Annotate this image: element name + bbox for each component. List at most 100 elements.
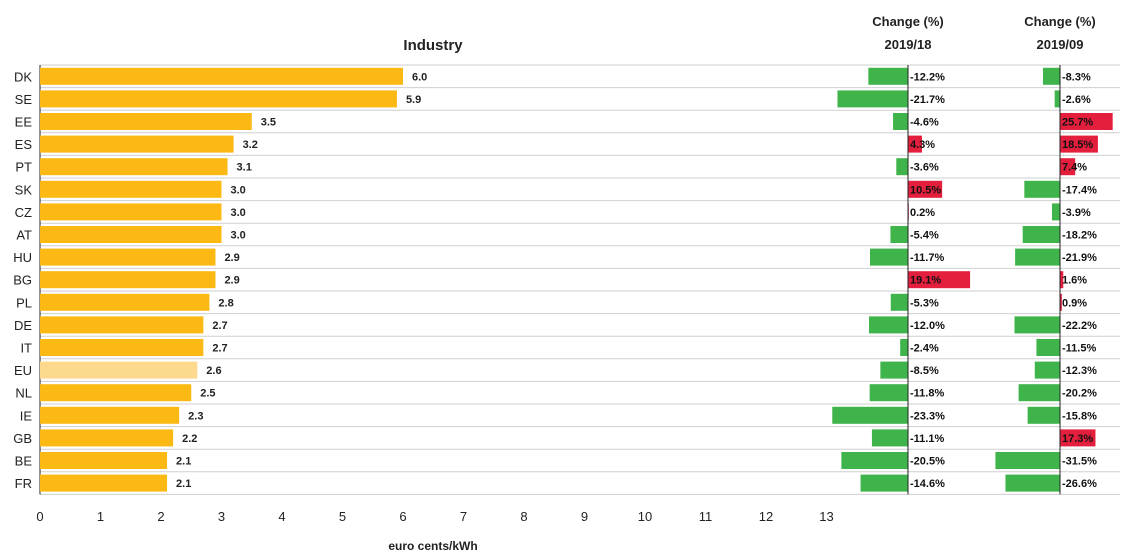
value-label-hu: 2.9 [224, 252, 239, 264]
category-label-pt: PT [15, 160, 32, 175]
change-label-pt: 7.4% [1062, 162, 1087, 174]
change-bar-es [908, 135, 922, 153]
change-label-nl: -20.2% [1062, 388, 1097, 400]
change-1909-panel: -8.3% -2.6% 25.7% 18.5% 7.4% -17.4% -3.9% -18.2… [995, 65, 1113, 495]
change-label-fr: -26.6% [1062, 478, 1097, 490]
change-bar-gb [1060, 429, 1096, 447]
change-label-pl: 0.9% [1062, 297, 1087, 309]
x-tick-label: 12 [759, 509, 773, 524]
x-tick-label: 4 [278, 509, 285, 524]
change-bar-hu [869, 248, 908, 266]
change-label-es: 18.5% [1062, 139, 1093, 151]
change-bar-at [1022, 226, 1060, 243]
bar-pt [40, 158, 228, 176]
change-label-hu: -21.9% [1062, 252, 1097, 264]
change-bar-pl [890, 293, 908, 311]
category-label-ie: IE [20, 408, 33, 423]
x-tick-label: 2 [157, 509, 164, 524]
change-bar-ee [1060, 113, 1113, 130]
change-label-be: -20.5% [910, 456, 945, 468]
change-bar-nl [1018, 384, 1060, 402]
change-bar-bg [1060, 271, 1064, 289]
change-1918-header-line1: Change (%) [872, 14, 944, 29]
bar-it [40, 339, 204, 356]
bar-ie [40, 406, 180, 424]
country-labels: DK SE EE ES PT SK CZ AT HU BG PL DE IT EU NL IE GB BE FR [13, 69, 32, 491]
change-label-ie: -15.8% [1062, 410, 1097, 422]
value-label-ie: 2.3 [188, 410, 203, 422]
category-label-se: SE [15, 92, 33, 107]
change-bar-pt [1060, 158, 1076, 176]
change-bar-be [841, 452, 908, 469]
change-label-dk: -12.2% [910, 71, 945, 83]
row-gridlines [39, 64, 1120, 495]
value-label-es: 3.2 [243, 139, 258, 151]
value-label-se: 5.9 [406, 94, 421, 106]
bar-ee [40, 113, 252, 130]
change-bar-fr [1005, 474, 1060, 492]
change-bar-eu [880, 361, 908, 379]
change-bar-cz [1052, 203, 1060, 221]
value-label-de: 2.7 [212, 320, 227, 332]
value-label-gb: 2.2 [182, 433, 197, 445]
category-label-dk: DK [14, 69, 32, 84]
bar-se [40, 90, 397, 108]
change-bar-it [900, 339, 908, 356]
change-label-bg: 1.6% [1062, 275, 1087, 287]
category-label-nl: NL [15, 386, 32, 401]
change-bar-de [869, 316, 908, 334]
change-bar-nl [869, 384, 908, 402]
bar-dk [40, 67, 403, 85]
category-label-hu: HU [13, 250, 32, 265]
bar-bg [40, 271, 216, 289]
bar-eu [40, 361, 198, 379]
chart-title: Industry [403, 37, 463, 54]
category-label-de: DE [14, 318, 32, 333]
category-label-sk: SK [15, 182, 33, 197]
change-label-eu: -12.3% [1062, 365, 1097, 377]
value-label-pt: 3.1 [237, 162, 252, 174]
category-label-cz: CZ [15, 205, 32, 220]
category-label-at: AT [16, 228, 32, 243]
x-tick-label: 1 [97, 509, 104, 524]
change-bar-gb [871, 429, 908, 447]
change-label-de: -22.2% [1062, 320, 1097, 332]
x-tick-label: 13 [819, 509, 833, 524]
value-label-it: 2.7 [212, 343, 227, 355]
change-label-ee: 25.7% [1062, 117, 1093, 129]
change-label-nl: -11.8% [910, 388, 944, 400]
change-bar-bg [908, 271, 971, 289]
change-label-sk: -17.4% [1062, 184, 1097, 196]
bar-at [40, 226, 222, 243]
bar-de [40, 316, 204, 334]
category-label-fr: FR [15, 476, 32, 491]
change-label-gb: -11.1% [910, 433, 944, 445]
value-label-dk: 6.0 [412, 71, 427, 83]
change-bar-hu [1015, 248, 1060, 266]
bar-cz [40, 203, 222, 221]
bar-sk [40, 180, 222, 198]
change-label-cz: -3.9% [1062, 207, 1091, 219]
category-label-gb: GB [13, 431, 32, 446]
change-label-it: -2.4% [910, 343, 939, 355]
change-1918-header-line2: 2019/18 [885, 37, 932, 52]
x-tick-label: 8 [520, 509, 527, 524]
x-axis-ticks: 0 1 2 3 4 5 6 7 8 9 10 11 12 13 [36, 509, 833, 524]
change-label-se: -2.6% [1062, 94, 1091, 106]
category-label-bg: BG [13, 273, 32, 288]
value-label-bg: 2.9 [224, 275, 239, 287]
change-bar-eu [1034, 361, 1060, 379]
change-label-pt: -3.6% [910, 162, 939, 174]
value-label-be: 2.1 [176, 456, 191, 468]
x-tick-label: 6 [399, 509, 406, 524]
x-axis-title: euro cents/kWh [388, 539, 477, 552]
bar-pl [40, 293, 210, 311]
change-bar-dk [868, 67, 908, 85]
change-bar-sk [908, 180, 943, 198]
change-1909-header-line2: 2019/09 [1037, 37, 1084, 52]
change-bar-fr [860, 474, 908, 492]
category-label-pl: PL [16, 295, 32, 310]
bar-hu [40, 248, 216, 266]
change-bar-se [837, 90, 908, 108]
